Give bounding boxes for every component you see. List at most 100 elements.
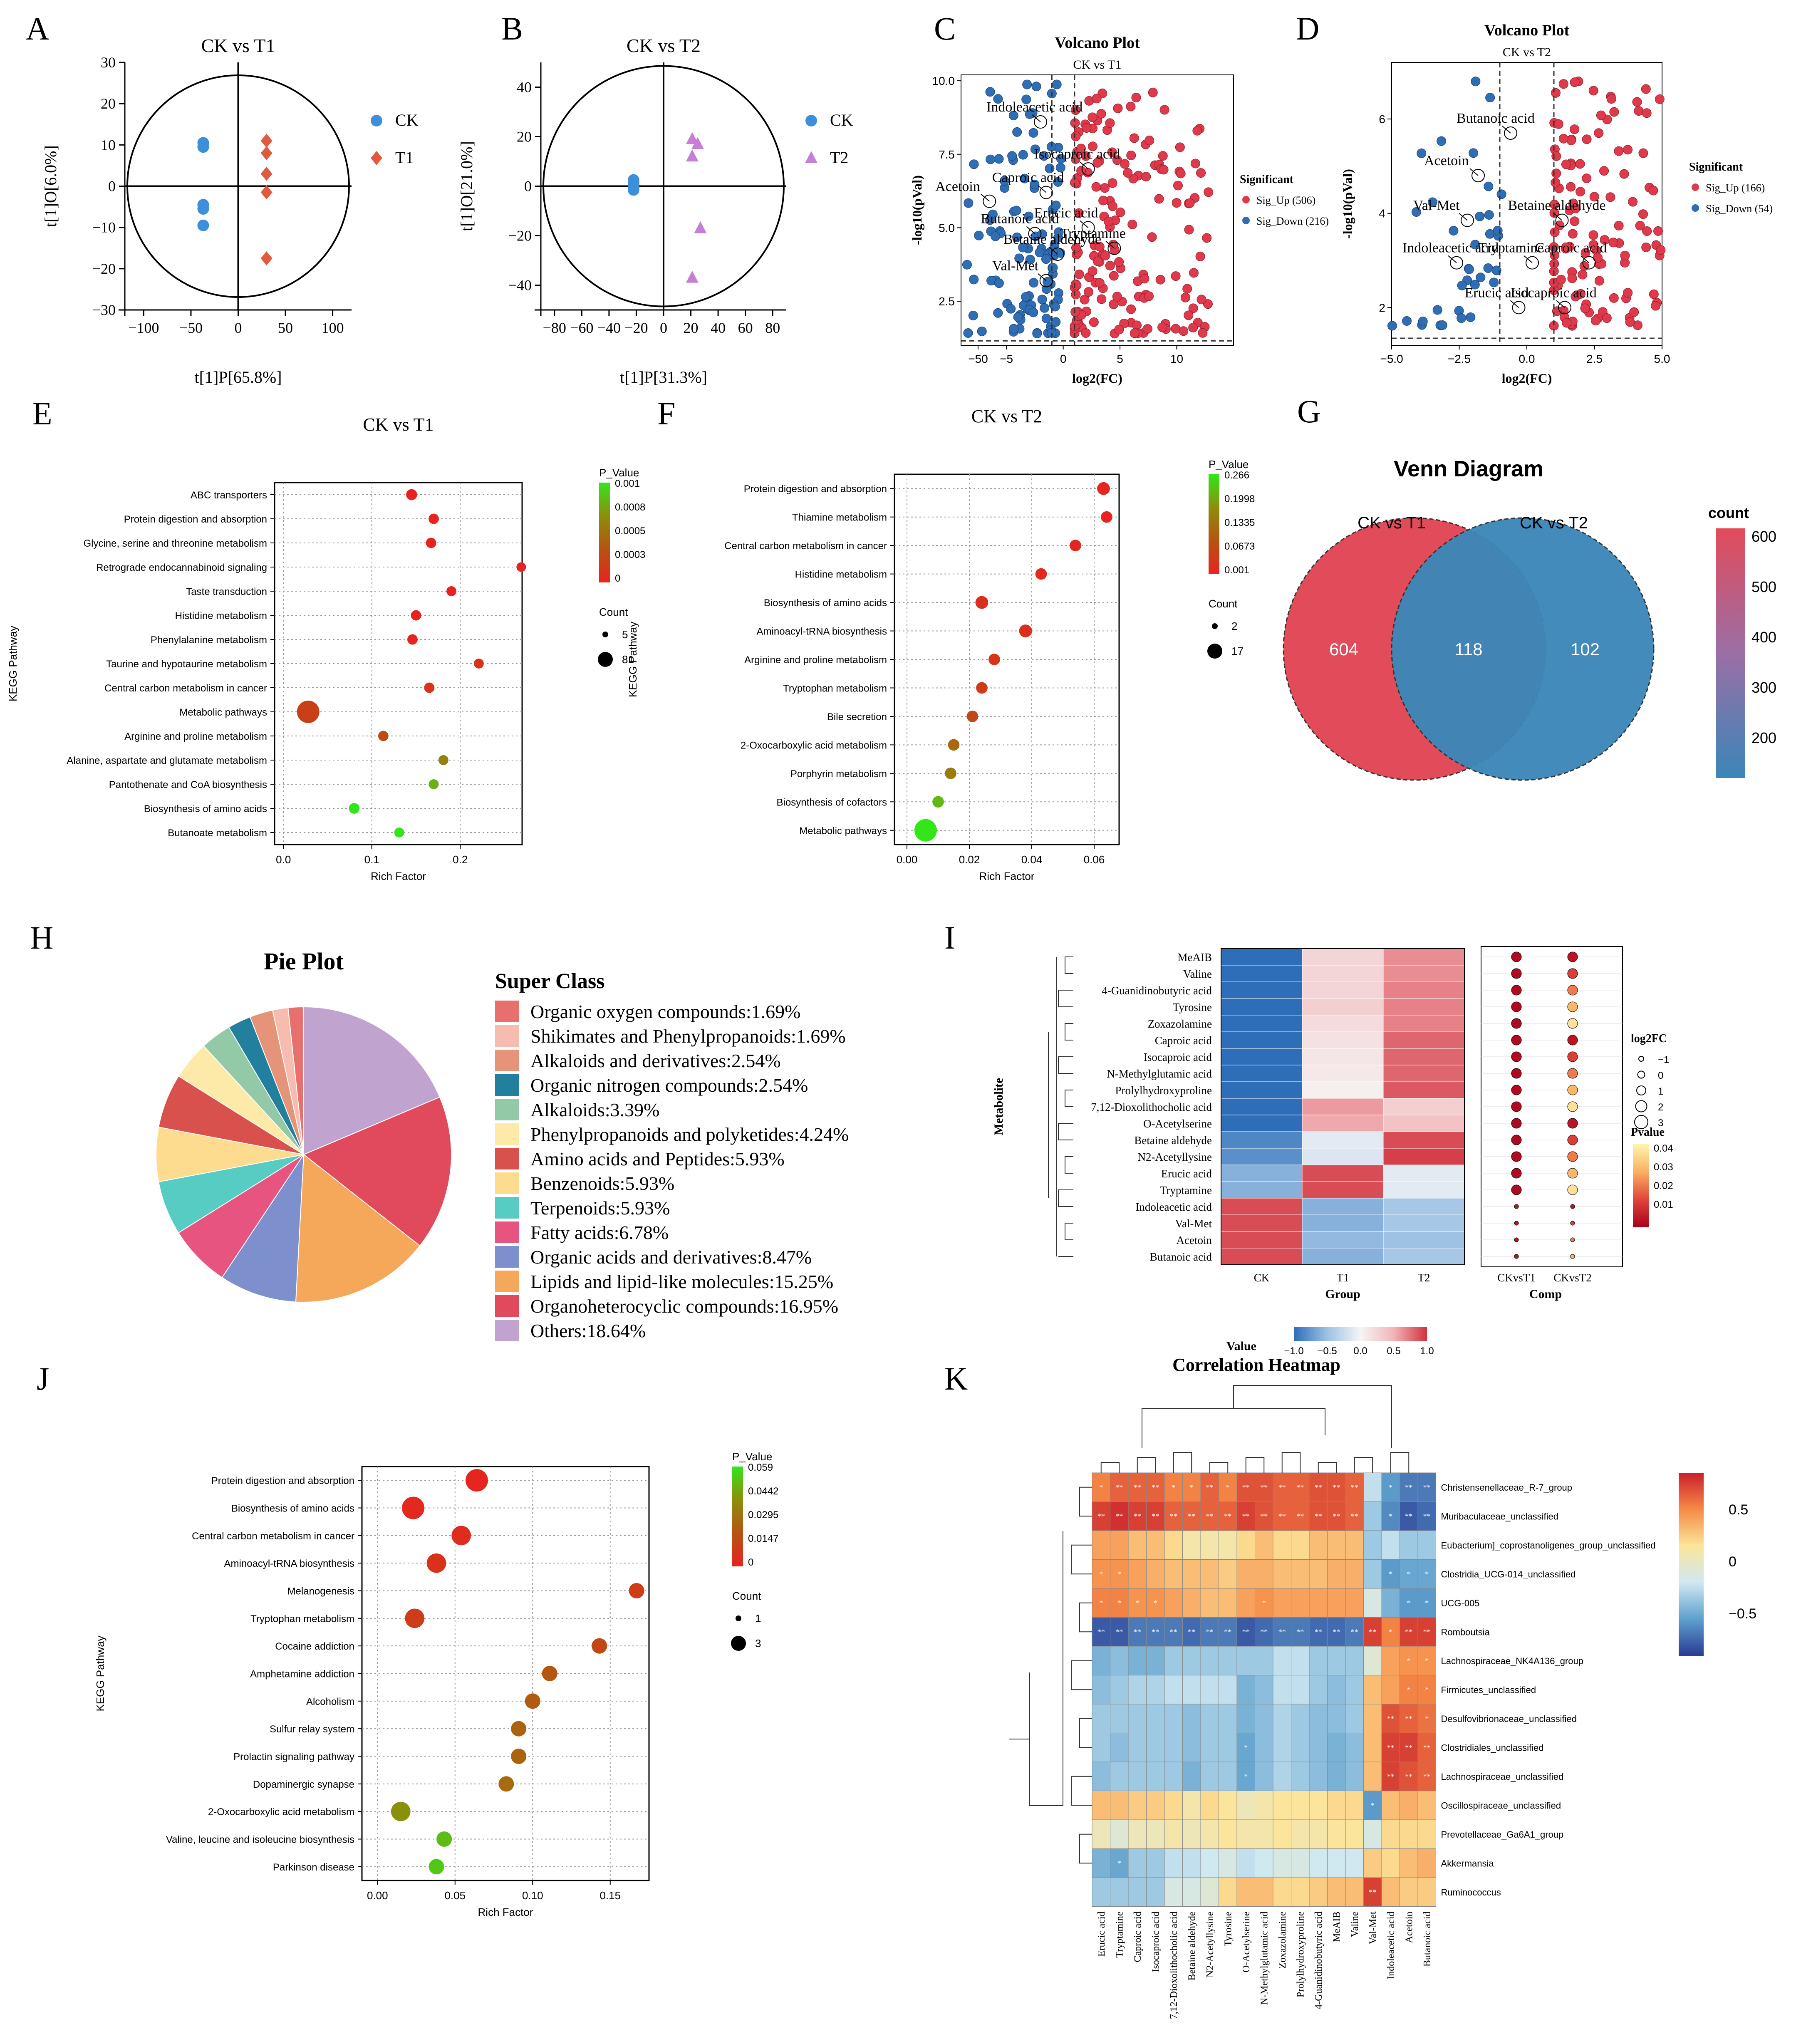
metabolite-column-label: Isocaproic acid: [1150, 1912, 1161, 1972]
chart-title: Correlation Heatmap: [1172, 1355, 1340, 1375]
significance-mark: *: [1389, 1628, 1392, 1636]
legend-marker-ck: [805, 115, 817, 126]
legend-swatch: [495, 1271, 519, 1292]
down-point: [999, 176, 1009, 186]
comp-dot-t1: [1514, 1237, 1519, 1242]
pie-slice: [221, 1153, 305, 1303]
corr-cell: [1309, 1704, 1328, 1733]
corr-cell: [1236, 1848, 1255, 1878]
significance-mark: *: [1407, 1599, 1411, 1607]
significance-mark: *: [1099, 1483, 1103, 1492]
metabolite-label: Indoleacetic acid: [986, 99, 1083, 115]
taxon-label: Eubacterium]_coprostanoligenes_group_unc…: [1441, 1540, 1656, 1551]
up-point: [1092, 94, 1102, 104]
corr-cell: [1345, 1675, 1364, 1705]
up-point: [1108, 201, 1118, 211]
chart-title: CK vs T2: [627, 35, 701, 56]
up-point: [1570, 216, 1580, 226]
metabolite-label: Valine: [1183, 968, 1212, 980]
x-tick-label: 60: [738, 320, 753, 336]
pathway-bubble: [451, 1526, 471, 1546]
comp-column-label: CKvsT1: [1497, 1271, 1536, 1284]
up-point: [1614, 146, 1624, 156]
pathway-label: Thiamine metabolism: [792, 512, 887, 523]
corr-cell: [1327, 1819, 1346, 1849]
label-leader: [1032, 114, 1041, 122]
pathway-label: 2-Oxocarboxylic acid metabolism: [741, 740, 887, 751]
significance-mark: **: [1134, 1512, 1141, 1520]
significance-mark: *: [1244, 1772, 1248, 1781]
corr-cell: [1092, 1733, 1110, 1762]
highlight-ring: [983, 194, 996, 208]
pathway-bubble: [405, 1608, 425, 1628]
corr-cell: [1363, 1762, 1382, 1791]
count-colorbar: [1716, 528, 1745, 778]
significance-mark: *: [1407, 1685, 1411, 1694]
point-t2: [686, 149, 699, 162]
pathway-label: Aminoacyl-tRNA biosynthesis: [224, 1558, 354, 1569]
corr-cell: [1236, 1646, 1255, 1675]
corr-cell: [1327, 1704, 1346, 1733]
corr-cell: [1363, 1646, 1382, 1675]
corr-cell: [1363, 1848, 1382, 1878]
chart-title: Pie Plot: [264, 948, 344, 975]
corr-cell: [1200, 1530, 1219, 1560]
corr-cell: [1363, 1704, 1382, 1733]
legend-log2fc-label: −1: [1658, 1054, 1669, 1065]
corr-cell: [1146, 1530, 1165, 1560]
significance-mark: *: [1425, 1657, 1429, 1665]
corr-cell: [1417, 1617, 1436, 1647]
legend-swatch: [495, 1074, 519, 1096]
down-point: [993, 94, 1003, 104]
highlight-ring: [1107, 241, 1121, 255]
comp-dot-t1: [1511, 1018, 1522, 1029]
corr-cell: [1381, 1530, 1400, 1560]
corr-cell: [1182, 1530, 1201, 1560]
up-point: [1159, 105, 1169, 115]
pathway-bubble: [1019, 624, 1032, 637]
down-point: [977, 326, 987, 336]
corr-cell: [1146, 1819, 1165, 1849]
corr-cell: [1381, 1819, 1400, 1849]
x-tick-label: 0: [235, 320, 242, 336]
down-point: [969, 275, 979, 285]
legend-marker-up: [1692, 183, 1699, 191]
pathway-label: Protein digestion and absorption: [211, 1475, 354, 1487]
chart-title: Venn Diagram: [1394, 456, 1543, 481]
corr-cell: [1092, 1501, 1110, 1531]
label-leader: [1502, 126, 1511, 134]
significance-mark: **: [1170, 1512, 1177, 1520]
corr-cell: [1219, 1733, 1237, 1762]
corr-cell: [1255, 1733, 1273, 1762]
corr-cell: [1273, 1530, 1291, 1560]
legend-tick: 400: [1751, 629, 1776, 646]
heat-cell: [1302, 1198, 1384, 1215]
pathway-label: Alanine, aspartate and glutamate metabol…: [67, 755, 267, 766]
highlight-ring: [1526, 256, 1539, 270]
legend-p-tick: 0.001: [1224, 565, 1249, 576]
up-point: [1638, 209, 1648, 219]
heat-cell: [1221, 948, 1303, 966]
comp-dot-t2: [1570, 1254, 1575, 1259]
up-point: [1190, 159, 1200, 168]
up-point: [1656, 245, 1666, 255]
significance-mark: **: [1152, 1628, 1159, 1636]
corr-cell: [1291, 1704, 1310, 1733]
corr-cell: [1219, 1762, 1237, 1791]
comp-dot-t2: [1567, 1068, 1578, 1079]
legend-label-up: Sig_Up (506): [1256, 194, 1315, 206]
up-point: [1070, 307, 1080, 317]
metabolite-label: Tyrosine: [1173, 1001, 1212, 1013]
legend-label-down: Sig_Down (216): [1256, 215, 1329, 227]
corr-cell: [1327, 1472, 1346, 1502]
panel-j: 0.00 0.05 0.10 0.15 Protein digestion and ab…: [94, 1450, 778, 1918]
point-t1: [260, 251, 272, 266]
comp-dot-t1: [1511, 1085, 1522, 1095]
legend-log2fc-label: 0: [1658, 1070, 1663, 1081]
pathway-label: Cocaine addiction: [275, 1641, 354, 1652]
heat-cell: [1302, 1081, 1384, 1099]
significance-mark: **: [1423, 1483, 1431, 1492]
pathway-label: Protein digestion and absorption: [744, 483, 887, 495]
up-point: [1175, 142, 1185, 152]
down-point: [969, 159, 979, 169]
